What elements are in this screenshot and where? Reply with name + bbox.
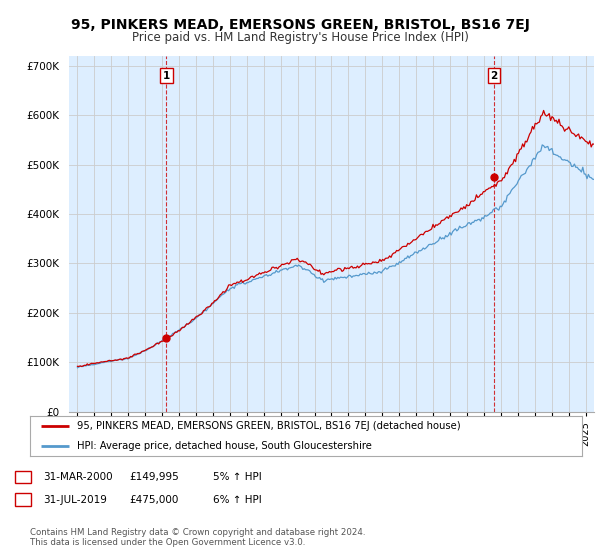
Text: 1: 1 xyxy=(19,472,26,482)
Text: 2: 2 xyxy=(490,71,497,81)
Text: 5% ↑ HPI: 5% ↑ HPI xyxy=(213,472,262,482)
Text: Contains HM Land Registry data © Crown copyright and database right 2024.
This d: Contains HM Land Registry data © Crown c… xyxy=(30,528,365,547)
Text: HPI: Average price, detached house, South Gloucestershire: HPI: Average price, detached house, Sout… xyxy=(77,441,372,451)
Text: 1: 1 xyxy=(163,71,170,81)
Text: 31-JUL-2019: 31-JUL-2019 xyxy=(43,494,107,505)
Text: 6% ↑ HPI: 6% ↑ HPI xyxy=(213,494,262,505)
Text: Price paid vs. HM Land Registry's House Price Index (HPI): Price paid vs. HM Land Registry's House … xyxy=(131,31,469,44)
Text: £149,995: £149,995 xyxy=(129,472,179,482)
Text: 95, PINKERS MEAD, EMERSONS GREEN, BRISTOL, BS16 7EJ: 95, PINKERS MEAD, EMERSONS GREEN, BRISTO… xyxy=(71,18,529,32)
Text: 95, PINKERS MEAD, EMERSONS GREEN, BRISTOL, BS16 7EJ (detached house): 95, PINKERS MEAD, EMERSONS GREEN, BRISTO… xyxy=(77,421,461,431)
Text: 2: 2 xyxy=(19,494,26,505)
Text: 31-MAR-2000: 31-MAR-2000 xyxy=(43,472,113,482)
Text: £475,000: £475,000 xyxy=(129,494,178,505)
